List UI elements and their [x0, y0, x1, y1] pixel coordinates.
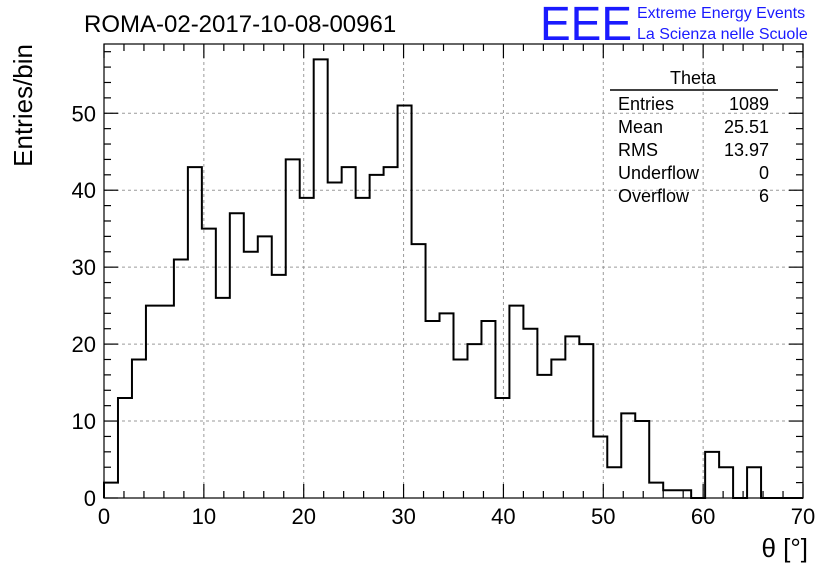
y-tick-label: 10 — [72, 409, 96, 434]
histogram-outline — [103, 58, 803, 499]
stats-row-value: 0 — [759, 163, 769, 183]
x-tick-label: 30 — [391, 504, 415, 529]
y-axis-title: Entries/bin — [8, 44, 38, 167]
x-tick-label: 60 — [691, 504, 715, 529]
eee-logo-mark: EEE — [540, 0, 632, 51]
y-tick-label: 40 — [72, 178, 96, 203]
x-tick-label: 70 — [791, 504, 815, 529]
y-tick-label: 0 — [84, 486, 96, 511]
y-tick-label: 50 — [72, 101, 96, 126]
grid — [104, 44, 803, 498]
stats-row-label: Entries — [618, 94, 674, 114]
eee-logo-line1: Extreme Energy Events — [637, 5, 805, 22]
x-tick-label: 40 — [491, 504, 515, 529]
chart-title: ROMA-02-2017-10-08-00961 — [84, 11, 396, 38]
stats-row-value: 13.97 — [724, 140, 769, 160]
stats-row-label: Overflow — [618, 186, 690, 206]
stats-box-title: Theta — [670, 68, 717, 88]
eee-logo: EEE Extreme Energy Events La Scienza nel… — [540, 0, 808, 51]
stats-row-label: Underflow — [618, 163, 700, 183]
y-tick-label: 20 — [72, 332, 96, 357]
y-tick-labels: 0 10 20 30 40 50 — [72, 101, 96, 511]
y-tick-label: 30 — [72, 255, 96, 280]
stats-row-label: Mean — [618, 117, 663, 137]
stats-box-rows: Entries 1089 Mean 25.51 RMS 13.97 Underflow 0 Ov… — [618, 94, 769, 206]
stats-row-value: 1089 — [729, 94, 769, 114]
x-axis-title: θ [°] — [761, 533, 808, 563]
x-tick-label: 50 — [591, 504, 615, 529]
stats-box: Theta Entries 1089 Mean 25.51 RMS 13.97 Underf… — [610, 68, 778, 206]
stats-row-value: 6 — [759, 186, 769, 206]
axis-ticks — [103, 44, 804, 499]
stats-row-value: 25.51 — [724, 117, 769, 137]
x-tick-label: 0 — [98, 504, 110, 529]
x-tick-label: 10 — [192, 504, 216, 529]
eee-logo-line2: La Scienza nelle Scuole — [637, 26, 808, 43]
plot-frame — [103, 43, 804, 499]
x-tick-label: 20 — [291, 504, 315, 529]
x-tick-labels: 0 10 20 30 40 50 60 70 — [98, 504, 815, 529]
stats-row-label: RMS — [618, 140, 658, 160]
